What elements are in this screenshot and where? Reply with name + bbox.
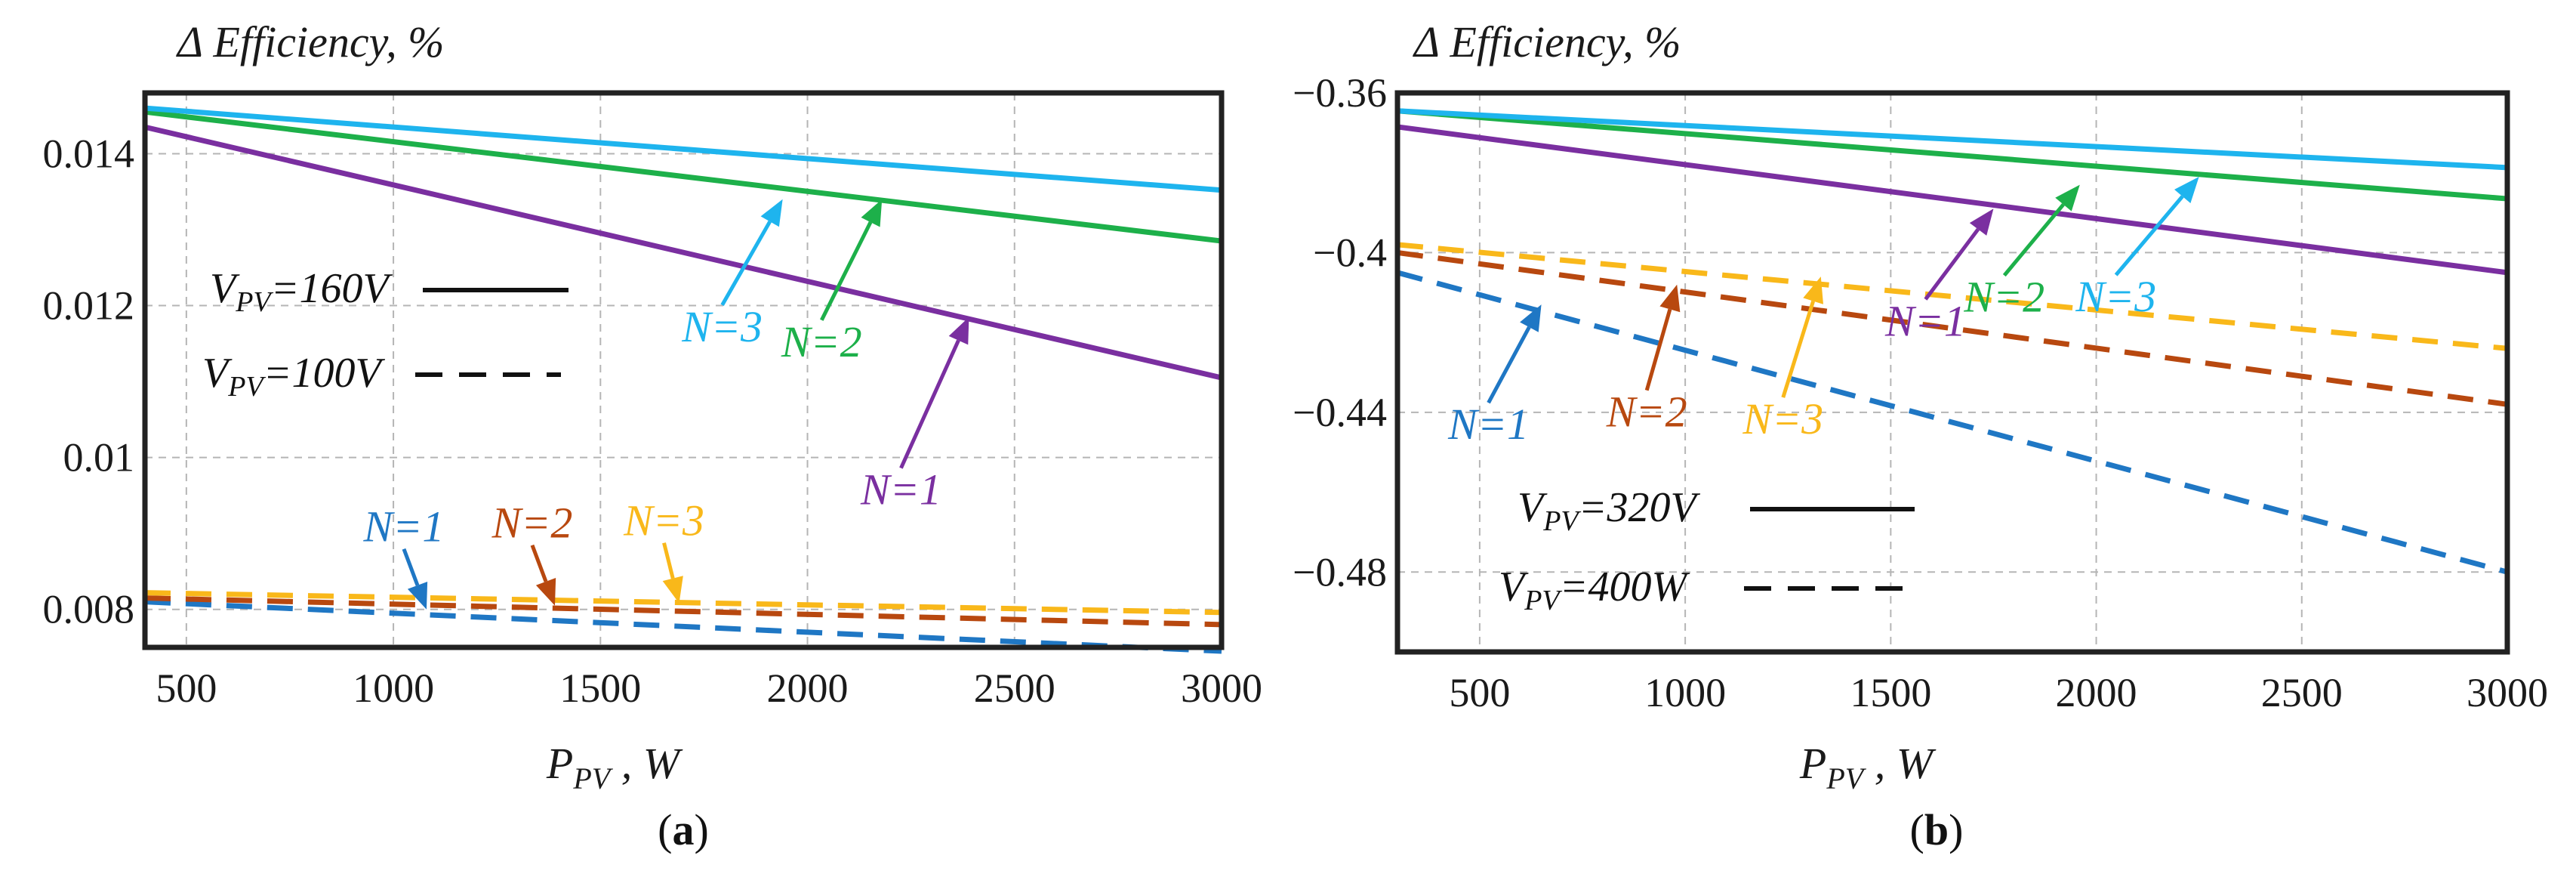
series-line-VPV320V-N1 xyxy=(1397,124,2508,276)
annotation-label-3: N=1 xyxy=(363,502,445,551)
y-tick-label-3: 0.014 xyxy=(43,131,135,176)
annotation-arrowhead-5 xyxy=(662,576,683,604)
annotation-arrowhead-2 xyxy=(948,317,969,345)
annotation-label-4: N=2 xyxy=(1963,273,2044,322)
x-tick-label-1500: 1500 xyxy=(559,666,641,711)
annotation-arrow-5 xyxy=(662,542,675,579)
annotation-arrow-3 xyxy=(402,548,420,586)
series-group xyxy=(144,105,1222,654)
annotation-arrow-1 xyxy=(820,221,873,321)
y-tick-label-1: 0.01 xyxy=(63,435,135,480)
x-tick-label-3000: 3000 xyxy=(2467,670,2548,715)
chart-panel-a: N=3 N=2N=1N=1 N=2 N=3VPV=160VVPV=100V0.0080… xyxy=(43,17,1263,854)
annotation-label-4: N=2 xyxy=(491,499,573,548)
annotation-arrow-3 xyxy=(1924,227,1980,301)
annotation-arrow-2 xyxy=(899,339,960,469)
y-axis-label: Δ Efficiency, % xyxy=(1413,17,1681,66)
y-axis-ticks: 0.008 0.01 0.012 0.014 xyxy=(43,131,135,632)
plot-frame xyxy=(1394,90,2510,655)
annotation-arrowhead-0 xyxy=(1520,304,1542,332)
series-line-VPV160V-N3 xyxy=(144,105,1222,193)
y-tick-label-0: 0.008 xyxy=(43,587,135,632)
series-group xyxy=(1397,108,2508,575)
y-tick-label-1: −0.44 xyxy=(1293,390,1387,435)
annotations: N=1 N=2 N=3N=1N=2 N=3 xyxy=(1447,177,2199,449)
y-tick-label-3: −0.36 xyxy=(1293,70,1387,116)
legend: VPV=160V VPV=100V xyxy=(202,265,569,403)
annotation-arrowhead-1 xyxy=(1659,284,1681,313)
annotation-arrowhead-0 xyxy=(760,199,783,227)
y-tick-label-0: −0.48 xyxy=(1293,549,1387,595)
annotation-label-5: N=3 xyxy=(2075,272,2156,321)
legend-label-0: VPV=320V xyxy=(1518,484,1700,537)
series-line-VPV320V-N2 xyxy=(1397,108,2508,202)
y-tick-label-2: −0.4 xyxy=(1313,230,1387,275)
annotations: N=3 N=2 N=1 N=1 N=2 N=3 xyxy=(363,199,969,610)
x-tick-label-1000: 1000 xyxy=(1644,670,1726,715)
legend-label-1: VPV=100V xyxy=(202,350,385,403)
annotation-arrowhead-4 xyxy=(2055,184,2080,212)
series-line-VPV160V-N1 xyxy=(144,124,1222,381)
y-axis-label: Δ Efficiency, % xyxy=(176,17,444,66)
series-line-VPV400W-N3 xyxy=(1397,242,2508,351)
annotation-arrowhead-4 xyxy=(535,577,556,606)
legend-label-0: VPV=160V xyxy=(210,265,393,318)
panel-label: (a) xyxy=(658,805,709,854)
x-tick-label-2000: 2000 xyxy=(767,666,849,711)
series-line-VPV100V-N3 xyxy=(144,590,1222,616)
annotation-label-2: N=1 xyxy=(860,465,941,514)
x-axis-label: PPV , W xyxy=(546,739,683,795)
y-tick-label-2: 0.012 xyxy=(43,283,135,329)
x-tick-label-2500: 2500 xyxy=(974,666,1055,711)
panel-label: (b) xyxy=(1910,805,1964,854)
series-line-VPV100V-N1 xyxy=(144,599,1222,654)
annotation-arrow-0 xyxy=(1487,326,1531,404)
x-tick-label-1000: 1000 xyxy=(353,666,434,711)
annotation-label-5: N=3 xyxy=(623,496,704,545)
x-tick-label-2500: 2500 xyxy=(2261,670,2343,715)
x-axis-ticks: 500 1000 1500 2000 2500 3000 xyxy=(156,666,1262,711)
x-tick-label-1500: 1500 xyxy=(1850,670,1931,715)
x-axis-label: PPV , W xyxy=(1799,739,1937,795)
series-line-VPV160V-N2 xyxy=(144,109,1222,244)
annotation-arrowhead-2 xyxy=(1803,276,1823,304)
x-tick-label-3000: 3000 xyxy=(1181,666,1262,711)
annotation-arrowhead-3 xyxy=(1969,208,1994,236)
annotation-label-1: N=2 xyxy=(1606,388,1687,437)
annotation-arrow-4 xyxy=(530,544,548,582)
annotation-label-0: N=1 xyxy=(1447,400,1529,449)
annotation-label-2: N=3 xyxy=(1742,394,1823,443)
annotation-arrow-5 xyxy=(2114,195,2184,276)
annotation-label-3: N=1 xyxy=(1884,296,1966,345)
x-tick-label-500: 500 xyxy=(156,666,217,711)
annotation-label-0: N=3 xyxy=(681,302,763,351)
legend-label-1: VPV=400W xyxy=(1499,564,1690,616)
chart-panel-b: N=1 N=2 N=3N=1N=2 N=3VPV=320VVPV=400W−0.48−… xyxy=(1293,17,2548,854)
series-line-VPV100V-N2 xyxy=(144,595,1222,628)
x-axis-ticks: 500 1000 1500 2000 2500 3000 xyxy=(1449,670,2548,715)
x-tick-label-500: 500 xyxy=(1449,670,1510,715)
annotation-arrow-2 xyxy=(1781,300,1816,398)
gridlines xyxy=(1397,93,2507,652)
annotation-arrowhead-5 xyxy=(2174,177,2199,203)
legend: VPV=320V VPV=400W xyxy=(1499,484,1915,616)
annotation-arrow-4 xyxy=(2002,203,2065,277)
annotation-arrow-1 xyxy=(1644,308,1672,391)
annotation-arrowhead-3 xyxy=(407,581,428,610)
annotation-label-1: N=2 xyxy=(781,317,862,366)
annotation-arrowhead-1 xyxy=(861,199,883,227)
annotation-arrow-0 xyxy=(720,221,772,307)
series-line-VPV320V-N3 xyxy=(1397,108,2508,171)
series-line-VPV400W-N2 xyxy=(1397,249,2508,407)
x-tick-label-2000: 2000 xyxy=(2056,670,2137,715)
series-line-VPV400W-N1 xyxy=(1397,270,2508,575)
plot-frame xyxy=(142,90,1225,650)
y-axis-ticks: −0.48 −0.44 −0.4 −0.36 xyxy=(1293,70,1387,595)
